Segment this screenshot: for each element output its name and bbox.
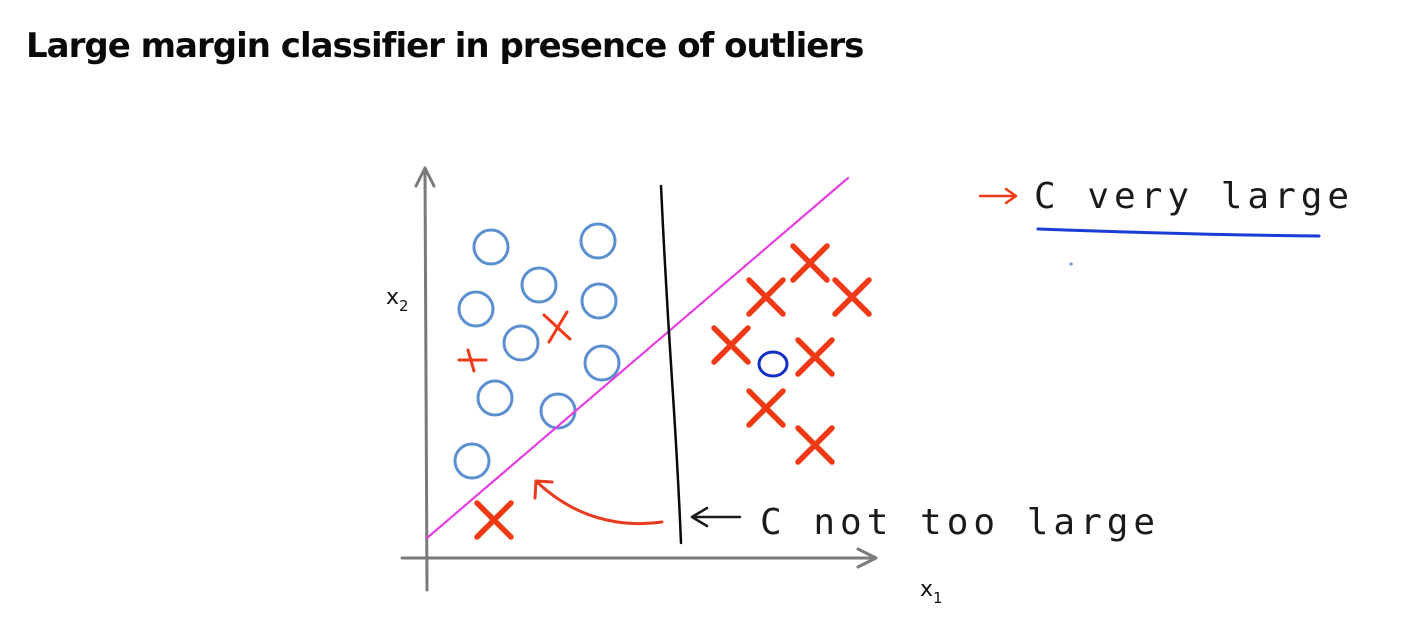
outlier-arrow: [533, 479, 664, 526]
negative-circle: [580, 282, 618, 320]
red-mini-arrow: [978, 187, 1018, 205]
arrow-head: [533, 479, 554, 500]
negative-circle: [539, 392, 577, 430]
negative-circle: [453, 442, 491, 480]
slide-title: Large margin classifier in presence of o…: [26, 26, 864, 66]
small-cross-mark: [542, 310, 572, 344]
boundary-large-c: [425, 176, 850, 540]
negative-circle: [579, 222, 617, 260]
negative-circle: [583, 344, 621, 382]
y-axis-label: x2: [386, 285, 409, 315]
pointer-arrow-head: [690, 506, 709, 528]
positive-x: [795, 337, 835, 377]
x-axis-label: x1: [920, 577, 943, 607]
positive-x: [795, 425, 835, 465]
positive-x: [746, 277, 786, 317]
arrow-curve: [535, 480, 664, 526]
positive-x: [711, 325, 751, 365]
negative-circle: [502, 324, 540, 362]
pointer-arrow: [690, 506, 742, 528]
negative-circle: [476, 379, 514, 417]
annotation-underline: [1036, 227, 1321, 238]
negative-circle: [520, 266, 558, 304]
negative-circle: [457, 290, 495, 328]
positive-x-outlier: [474, 500, 514, 540]
positive-examples: [474, 243, 872, 540]
small-cross-mark: [457, 348, 488, 373]
positive-x: [746, 388, 786, 428]
stray-dot: [1069, 262, 1073, 266]
boundary-small-c: [659, 184, 683, 545]
outlier-circle: [757, 350, 789, 378]
y-axis-arrowhead: [414, 166, 436, 188]
y-axis: [423, 168, 429, 592]
negative-circle: [472, 228, 510, 266]
annotation-c-very-large: C very large: [1034, 176, 1354, 217]
positive-x: [832, 277, 872, 317]
handdrawn-crosses: [457, 310, 572, 373]
negative-examples: [453, 222, 621, 480]
axes: [400, 166, 878, 592]
annotation-c-not-too-large: C not too large: [760, 502, 1160, 543]
annotation-c-very-large-group: C very large: [978, 176, 1354, 266]
positive-x: [790, 243, 830, 283]
x-axis-arrowhead: [856, 547, 878, 569]
